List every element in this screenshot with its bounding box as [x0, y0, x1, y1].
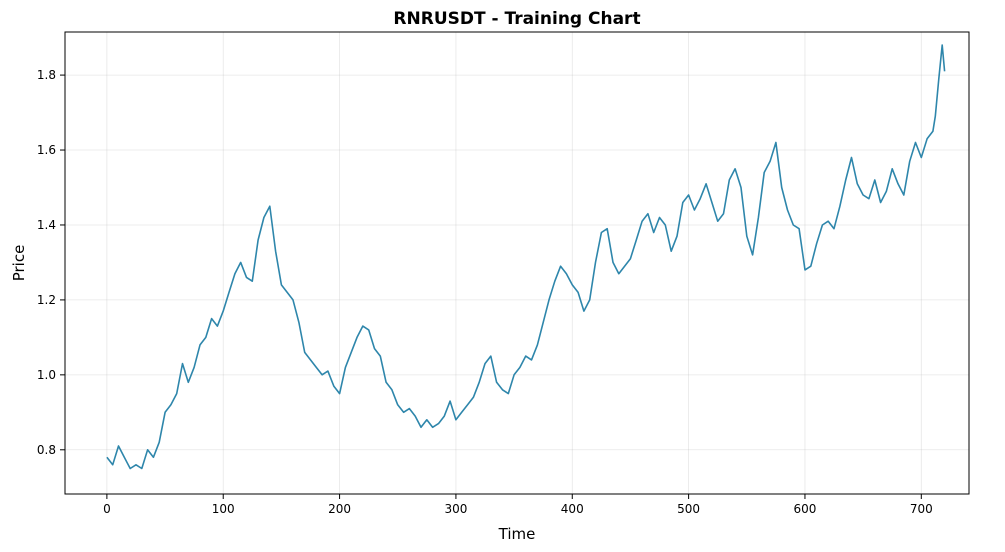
x-axis-label: Time — [498, 525, 536, 543]
y-tick-label: 1.0 — [37, 368, 56, 382]
x-tick-label: 500 — [677, 502, 700, 516]
x-tick-label: 200 — [328, 502, 351, 516]
chart-title: RNRUSDT - Training Chart — [393, 9, 640, 29]
y-axis-label: Price — [10, 245, 28, 282]
price-line — [106, 44, 946, 470]
plot-frame — [64, 31, 970, 495]
y-tick-label: 1.6 — [37, 143, 56, 157]
y-tick-label: 0.8 — [37, 443, 56, 457]
axes-ticks: 0 100 200 300 400 500 600 700 0.8 1.0 1.2 1.4 1.6 1.8 — [37, 68, 933, 516]
x-tick-label: 300 — [444, 502, 467, 516]
x-tick-label: 0 — [103, 502, 111, 516]
y-tick-label: 1.8 — [37, 68, 56, 82]
y-tick-label: 1.2 — [37, 293, 56, 307]
x-tick-label: 700 — [910, 502, 933, 516]
y-tick-label: 1.4 — [37, 218, 56, 232]
x-tick-label: 400 — [561, 502, 584, 516]
grid — [65, 32, 969, 494]
x-tick-label: 100 — [212, 502, 235, 516]
x-tick-label: 600 — [794, 502, 817, 516]
